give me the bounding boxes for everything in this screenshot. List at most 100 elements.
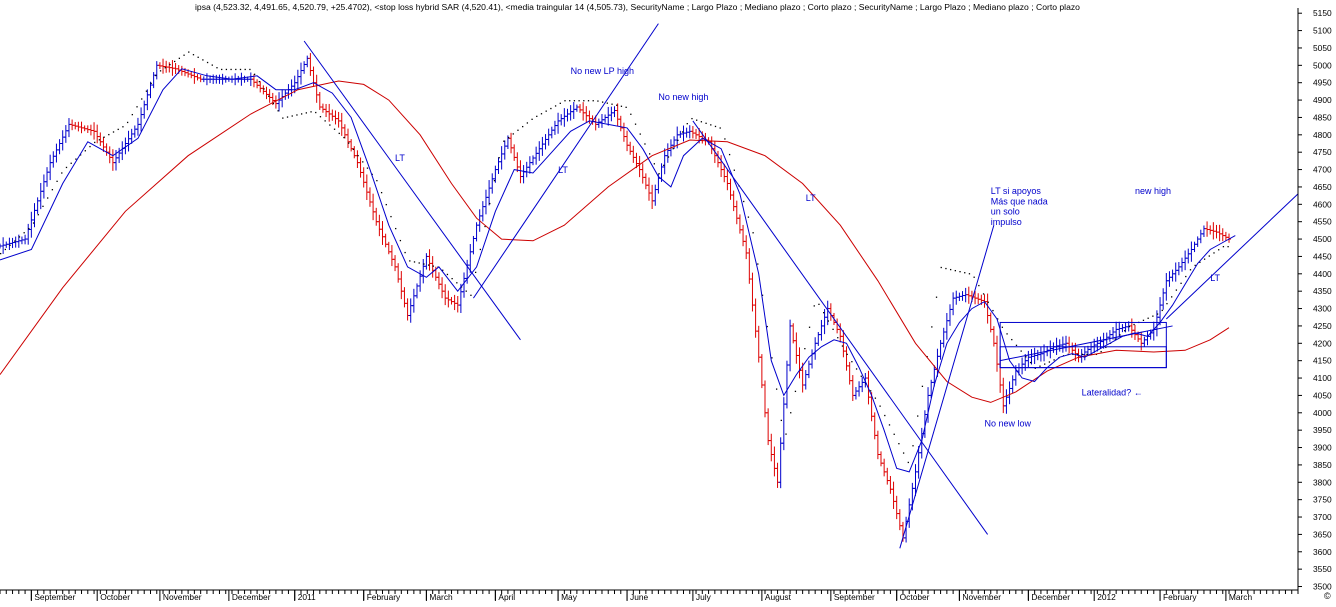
y-tick-label: 4950 bbox=[1313, 78, 1332, 88]
y-tick-label: 4350 bbox=[1313, 286, 1332, 296]
sar-dot bbox=[324, 120, 326, 122]
sar-dot bbox=[192, 54, 195, 56]
sar-dot bbox=[832, 328, 834, 331]
sar-dot bbox=[1025, 356, 1027, 358]
annotation-label: No new LP high bbox=[571, 66, 634, 76]
sar-dot bbox=[272, 102, 275, 105]
sar-dot bbox=[724, 138, 726, 140]
range-boxes bbox=[999, 321, 1167, 369]
sar-dot bbox=[606, 102, 608, 104]
sar-dot bbox=[174, 60, 176, 63]
sar-dot bbox=[921, 385, 924, 387]
sar-dot bbox=[710, 124, 712, 126]
sar-dot bbox=[841, 345, 844, 347]
y-axis: 3500 3550 3600 3650 3700 3750 3800 3850 3900 3950… bbox=[1297, 8, 1332, 592]
sar-dot bbox=[1100, 350, 1102, 353]
triangular-ma-line bbox=[0, 68, 1236, 473]
sar-dot bbox=[28, 227, 30, 230]
sar-dot bbox=[1020, 350, 1022, 352]
sar-dot bbox=[300, 113, 303, 115]
y-tick-label: 4500 bbox=[1313, 234, 1332, 244]
sar-dot bbox=[51, 189, 54, 191]
sar-dot bbox=[329, 124, 331, 126]
sar-dot bbox=[884, 414, 886, 417]
sar-dot bbox=[18, 236, 21, 238]
sar-dot bbox=[1152, 315, 1154, 317]
sar-dot bbox=[423, 263, 425, 265]
sar-dot bbox=[493, 179, 496, 182]
sar-dot bbox=[700, 121, 703, 123]
x-tick-label: 2011 bbox=[298, 592, 316, 602]
sar-dot bbox=[536, 115, 538, 118]
annotation-label: No new high bbox=[658, 92, 708, 102]
sar-dot bbox=[681, 131, 684, 133]
sar-dot bbox=[719, 127, 721, 129]
sar-dot bbox=[399, 239, 402, 242]
y-tick-label: 4250 bbox=[1313, 321, 1332, 331]
sar-dot bbox=[178, 57, 181, 59]
sar-dot bbox=[1161, 309, 1163, 312]
annotation-label: un solo bbox=[991, 207, 1020, 217]
trendline bbox=[899, 225, 995, 549]
annotation-label: LT si apoyos bbox=[991, 186, 1042, 196]
sar-dot bbox=[1081, 353, 1083, 356]
sar-dot bbox=[141, 98, 143, 100]
sar-dot bbox=[216, 67, 218, 69]
sar-dot bbox=[949, 268, 952, 271]
sar-dot bbox=[1119, 334, 1121, 336]
sar-dot bbox=[898, 443, 900, 445]
sar-dot bbox=[286, 116, 289, 118]
y-tick-label: 3750 bbox=[1313, 495, 1332, 505]
sar-dot bbox=[559, 102, 561, 104]
sar-dot bbox=[310, 111, 312, 113]
sar-dot bbox=[126, 121, 129, 124]
sar-dot bbox=[912, 445, 914, 447]
y-tick-label: 4550 bbox=[1313, 217, 1332, 227]
x-tick-label: December bbox=[1031, 592, 1070, 602]
y-tick-label: 5150 bbox=[1313, 8, 1332, 18]
sar-dot bbox=[202, 59, 204, 61]
annotation-label: Más que nada bbox=[991, 196, 1048, 206]
sar-dot bbox=[804, 347, 806, 350]
x-tick-label: November bbox=[163, 592, 202, 602]
sar-dot bbox=[545, 110, 547, 112]
sar-dot bbox=[42, 205, 44, 208]
sar-dot bbox=[808, 326, 811, 328]
sar-dot bbox=[964, 272, 966, 274]
sar-dot bbox=[366, 167, 369, 169]
sar-dot bbox=[578, 100, 580, 102]
sar-dot bbox=[1105, 346, 1107, 349]
sar-dot bbox=[427, 264, 430, 266]
sar-dot bbox=[1011, 338, 1013, 341]
sar-dot bbox=[503, 140, 505, 142]
y-tick-label: 3900 bbox=[1313, 443, 1332, 453]
sar-dot bbox=[371, 173, 373, 176]
x-tick-label: September bbox=[834, 592, 875, 602]
sar-dot bbox=[108, 133, 110, 136]
sar-dot bbox=[183, 54, 185, 56]
sar-dot bbox=[188, 51, 190, 53]
sar-dot bbox=[32, 222, 35, 224]
sar-dot bbox=[507, 136, 510, 139]
sar-dot bbox=[362, 161, 364, 163]
y-tick-label: 4750 bbox=[1313, 147, 1332, 157]
sar-dot bbox=[569, 100, 571, 102]
copyright-mark: © bbox=[1324, 591, 1331, 601]
sar-dot bbox=[37, 214, 39, 216]
sar-dot bbox=[474, 271, 477, 274]
sar-dot bbox=[987, 301, 989, 303]
sar-dot bbox=[1203, 258, 1206, 260]
sar-dot bbox=[446, 273, 449, 276]
x-tick-label: 2012 bbox=[1097, 592, 1116, 602]
sar-dot bbox=[169, 63, 171, 66]
sar-dot bbox=[1048, 361, 1051, 363]
x-tick-label: July bbox=[696, 592, 712, 602]
sar-dot bbox=[959, 271, 961, 273]
sar-dot bbox=[61, 172, 63, 174]
sar-dot bbox=[992, 309, 994, 312]
sar-dot bbox=[1076, 353, 1079, 356]
trendline bbox=[303, 40, 521, 341]
sar-dot bbox=[145, 90, 148, 92]
